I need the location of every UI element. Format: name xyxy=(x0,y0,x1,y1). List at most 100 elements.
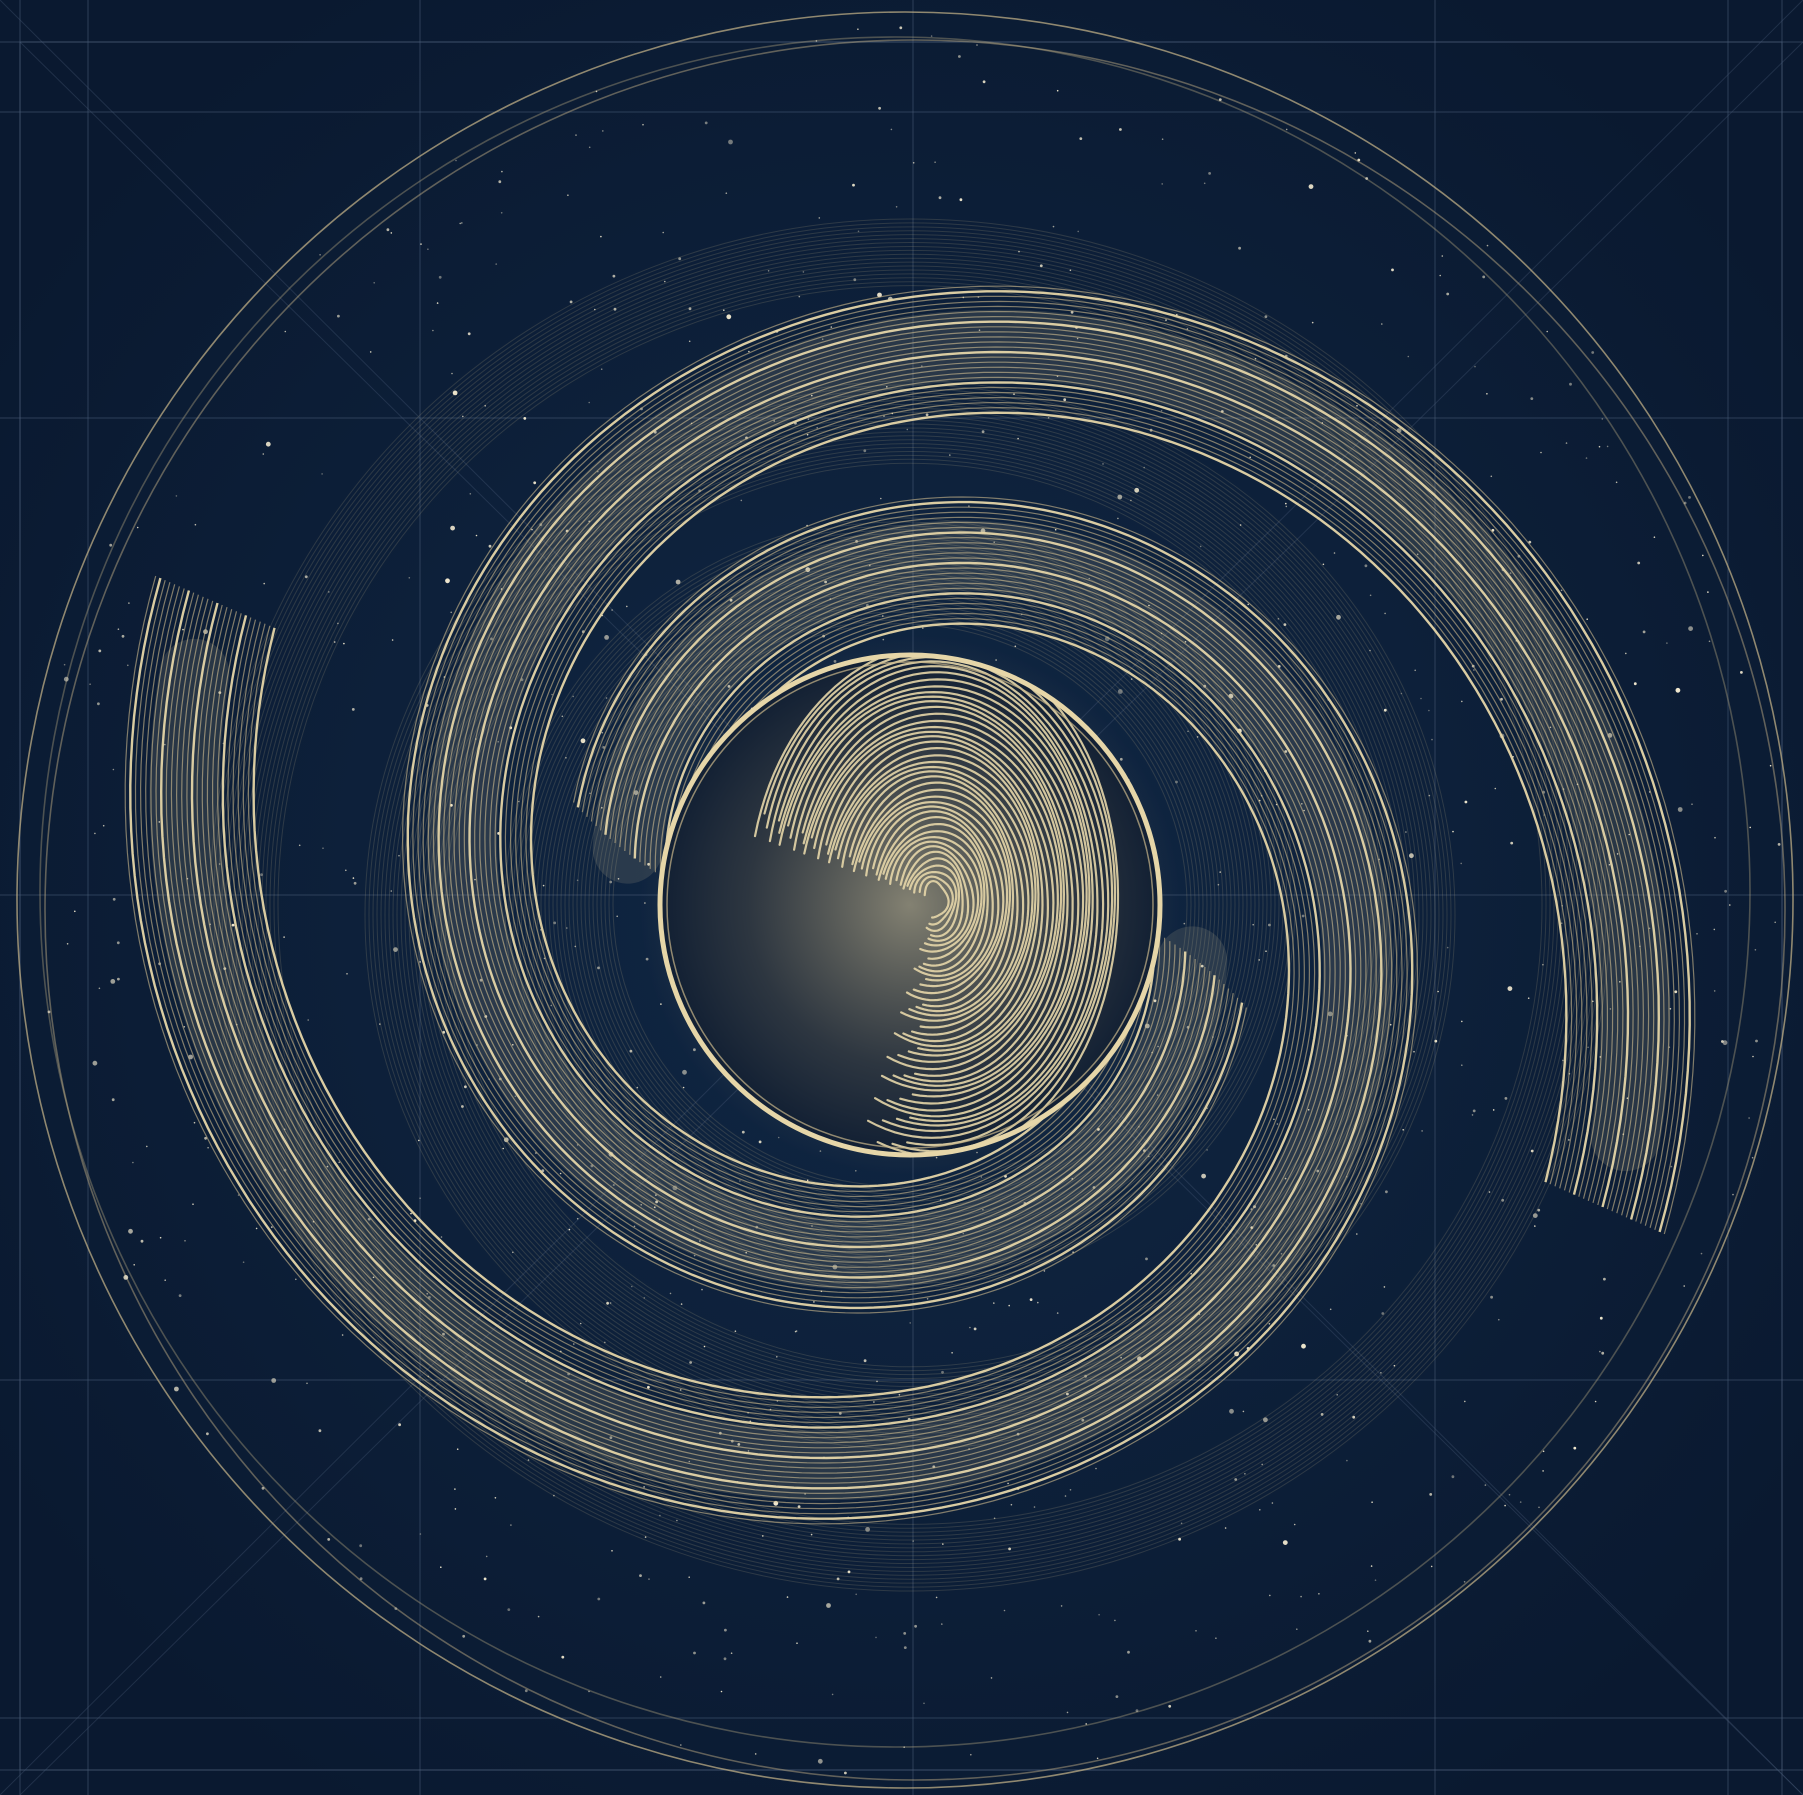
star xyxy=(604,1341,606,1344)
inner-ring-line xyxy=(221,230,1599,1580)
star xyxy=(1265,950,1267,952)
star xyxy=(1754,949,1757,951)
star xyxy=(321,473,323,475)
star xyxy=(626,605,628,608)
star xyxy=(1568,1139,1570,1141)
star xyxy=(1017,437,1019,440)
inner-ring-line xyxy=(372,388,1448,1442)
star xyxy=(500,212,503,214)
star xyxy=(1183,922,1186,925)
star xyxy=(408,577,411,579)
star xyxy=(1527,997,1530,999)
star xyxy=(1674,990,1678,994)
star xyxy=(821,338,824,341)
star xyxy=(1368,1639,1372,1643)
star xyxy=(109,543,113,547)
star xyxy=(811,394,813,397)
star xyxy=(1546,330,1548,333)
star xyxy=(1441,255,1444,257)
star xyxy=(813,1301,815,1303)
star xyxy=(648,1578,650,1580)
spiral-arm-line xyxy=(150,521,1393,1500)
star xyxy=(976,44,978,46)
star xyxy=(410,1212,412,1215)
star xyxy=(183,1026,186,1028)
star xyxy=(601,807,603,809)
star xyxy=(682,1069,687,1075)
star xyxy=(588,1690,590,1693)
star xyxy=(1707,591,1709,593)
star xyxy=(1729,904,1731,906)
inner-ring-line xyxy=(432,447,1388,1383)
core-glow xyxy=(640,635,1180,1175)
star xyxy=(1713,928,1716,931)
star xyxy=(484,405,487,407)
star xyxy=(1537,1208,1541,1212)
star xyxy=(1143,466,1145,469)
star xyxy=(1157,1045,1159,1048)
star xyxy=(1369,649,1371,652)
star xyxy=(1354,152,1357,154)
star xyxy=(1519,1501,1522,1503)
star xyxy=(613,307,617,311)
fingerprint-ridge xyxy=(825,735,1055,1063)
star xyxy=(1234,1478,1238,1481)
star xyxy=(600,368,603,371)
fingerprint-ridge xyxy=(802,705,1074,1092)
star xyxy=(1777,843,1781,846)
star xyxy=(1135,1709,1139,1712)
inner-ring-line xyxy=(504,517,1296,1293)
star xyxy=(1242,1410,1245,1413)
star xyxy=(261,1486,265,1490)
star xyxy=(903,1646,907,1649)
star xyxy=(1254,357,1257,360)
star xyxy=(639,1574,642,1577)
star xyxy=(1405,831,1407,833)
star xyxy=(1628,833,1630,836)
star xyxy=(1180,1522,1183,1525)
star xyxy=(934,161,936,163)
star xyxy=(1208,172,1211,175)
star xyxy=(206,1432,209,1436)
star xyxy=(1365,177,1369,180)
star xyxy=(1653,536,1656,538)
star xyxy=(1688,496,1691,499)
star xyxy=(688,1460,691,1463)
orbit-circle xyxy=(44,39,1786,1781)
star xyxy=(739,1180,741,1182)
fingerprint-ridge xyxy=(877,815,994,982)
star xyxy=(888,1258,891,1261)
star xyxy=(450,525,455,531)
star xyxy=(159,1236,162,1239)
star xyxy=(1203,182,1206,185)
star xyxy=(559,1172,562,1175)
star xyxy=(703,1345,706,1348)
star xyxy=(427,248,429,250)
spiral-arm-line xyxy=(474,356,1624,1243)
star xyxy=(978,329,981,332)
star xyxy=(494,1497,497,1499)
star xyxy=(1273,1118,1275,1121)
star xyxy=(942,1543,944,1545)
star xyxy=(679,1389,682,1391)
star xyxy=(483,1577,487,1581)
star xyxy=(1774,921,1776,924)
star xyxy=(890,128,893,131)
star xyxy=(1484,1484,1487,1486)
star xyxy=(880,497,882,500)
star xyxy=(1052,225,1055,228)
star xyxy=(1601,1351,1605,1355)
fingerprint-ridge xyxy=(858,788,1015,1013)
star xyxy=(1029,1298,1033,1301)
star xyxy=(993,1517,996,1520)
star xyxy=(255,1227,258,1230)
star xyxy=(420,243,422,245)
star xyxy=(1206,1149,1208,1151)
star xyxy=(923,1702,925,1705)
star xyxy=(644,1536,647,1538)
star xyxy=(1696,933,1698,935)
inner-ring-line xyxy=(568,580,1232,1230)
fingerprint-ridge xyxy=(793,695,1085,1105)
star xyxy=(576,1217,579,1220)
star xyxy=(386,228,390,232)
